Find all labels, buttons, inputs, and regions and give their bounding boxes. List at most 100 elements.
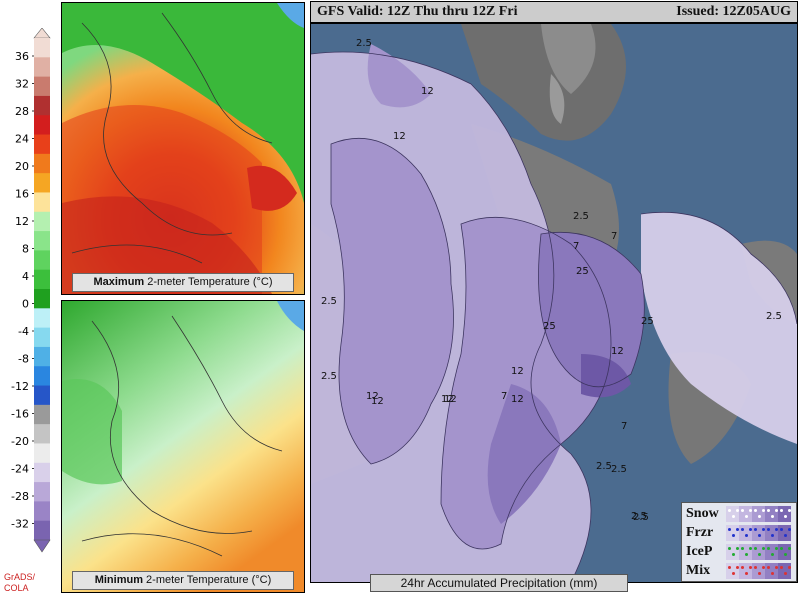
contour-label: 25 [641, 316, 654, 327]
colorbar-swatch [34, 327, 50, 348]
colorbar-swatch [34, 57, 50, 78]
contour-label: 2.5 [573, 211, 589, 222]
colorbar-ticks: 36 32 28 24 20 16 12 8 4 0 -4 -8 -12 -16 -20 -24 -28 -32 [11, 50, 34, 531]
colorbar-swatch [34, 269, 50, 290]
contour-label: 12 [511, 366, 524, 377]
credit-line-2: COLA [4, 583, 29, 593]
contour-label: 2.5 [633, 512, 649, 523]
max-panel-label: Maximum 2-meter Temperature (°C) [72, 273, 294, 292]
contour-label: 2.5 [596, 461, 612, 472]
colorbar-tick-label: -20 [11, 435, 29, 448]
ptype-label-mix: Mix [686, 563, 711, 578]
contour-label: 12 [421, 86, 434, 97]
max-temperature-panel: Maximum 2-meter Temperature (°C) [61, 2, 305, 295]
colorbar-tick-label: -16 [11, 408, 29, 421]
colorbar-tick-label: 20 [15, 160, 29, 173]
ptype-swatch-icep [726, 543, 792, 561]
contour-label: 7 [621, 421, 627, 432]
contour-label: 2.5 [766, 311, 782, 322]
colorbar-tick-label: 24 [15, 133, 29, 146]
contour-label: 25 [576, 266, 589, 277]
colorbar-swatch [34, 385, 50, 406]
contour-label: 2.5 [631, 511, 647, 522]
colorbar-bottom-arrow [33, 539, 51, 553]
contour-label: 2.5 [321, 371, 337, 382]
min-temperature-map [62, 301, 304, 592]
colorbar-swatch [34, 211, 50, 232]
max-temperature-map [62, 3, 304, 294]
colorbar-swatch [34, 153, 50, 174]
colorbar-swatch [34, 346, 50, 367]
ptype-swatch-mix [726, 562, 792, 580]
credit-line-1: GrADS/ [4, 572, 36, 582]
contour-label: 7 [501, 391, 507, 402]
colorbar-tick-label: -28 [11, 490, 29, 503]
colorbar-tick-label: 12 [15, 215, 29, 228]
colorbar-swatch [34, 482, 50, 502]
colorbar-tick-label: -4 [18, 325, 29, 338]
valid-time-text: GFS Valid: 12Z Thu thru 12Z Fri [317, 4, 518, 19]
colorbar-swatch [34, 95, 50, 116]
min-temperature-panel: Minimum 2-meter Temperature (°C) [61, 300, 305, 593]
colorbar-swatch [34, 443, 50, 464]
colorbar-tick-label: 36 [15, 50, 29, 63]
issued-time-text: Issued: 12Z05AUG [676, 4, 791, 19]
contour-label: 7 [573, 241, 579, 252]
colorbar-tick-label: 0 [22, 298, 29, 311]
map-header: GFS Valid: 12Z Thu thru 12Z Fri Issued: … [310, 1, 798, 23]
colorbar-swatch [34, 250, 50, 271]
contour-label: 12 [611, 346, 624, 357]
colorbar-swatch [34, 173, 50, 193]
contour-label: 2.5 [321, 296, 337, 307]
max-label-rest: 2-meter Temperature (°C) [144, 276, 273, 288]
colorbar-tick-label: 16 [15, 188, 29, 201]
colorbar-tick-label: 8 [22, 243, 29, 256]
colorbar-swatch [34, 134, 50, 155]
colorbar-swatch [34, 192, 50, 213]
colorbar-tick-label: -32 [11, 518, 29, 531]
colorbar-swatch [34, 231, 50, 251]
colorbar-swatch [34, 38, 50, 58]
ptype-swatch-snow [726, 505, 792, 523]
colorbar-swatch [34, 404, 50, 425]
ptype-swatch-frzr [726, 524, 792, 542]
contour-label: 2.5 [611, 464, 627, 475]
colorbar-swatch [34, 501, 50, 522]
colorbar-tick-label: -8 [18, 353, 29, 366]
ptype-label-icep: IceP [686, 544, 713, 559]
contour-label: 12 [511, 394, 524, 405]
colorbar-swatch [34, 462, 50, 483]
grads-credit: GrADS/ COLA [4, 572, 54, 594]
colorbar-top-arrow [33, 28, 51, 39]
colorbar-swatch [34, 289, 50, 309]
contour-label: 7 [611, 231, 617, 242]
colorbar-tick-label: 32 [15, 78, 29, 91]
contour-label: 12 [441, 394, 454, 405]
contour-label: 25 [543, 321, 556, 332]
colorbar-tick-label: -24 [11, 463, 29, 476]
colorbar-swatch [34, 115, 50, 136]
colorbar-tick-label: 4 [22, 270, 29, 283]
colorbar-tick-label: 28 [15, 105, 29, 118]
contour-label: 12 [393, 131, 406, 142]
contour-label: 12 [371, 396, 384, 407]
colorbar-swatch [34, 308, 50, 329]
colorbar-swatch [34, 366, 50, 387]
precipitation-map: 2.5 12 12 2.5 7 7 2.5 12 25 25 12 12 7 12 2.5 2.5 7 12 12 2… [310, 23, 798, 583]
max-label-bold: Maximum [93, 276, 145, 288]
colorbar-swatch [34, 424, 50, 444]
contour-label: 12 [444, 394, 457, 405]
ptype-label-snow: Snow [686, 506, 719, 521]
ptype-label-frzr: Frzr [686, 525, 714, 540]
precip-type-legend: Snow Frzr IceP Mix [681, 502, 797, 582]
min-panel-label: Minimum 2-meter Temperature (°C) [72, 571, 294, 590]
colorbar-swatch [34, 520, 50, 541]
min-label-bold: Minimum [94, 574, 143, 586]
precip-panel-label: 24hr Accumulated Precipitation (mm) [370, 574, 628, 592]
colorbar-tick-label: -12 [11, 380, 29, 393]
contour-label: 12 [366, 391, 379, 402]
temperature-colorbar: 36 32 28 24 20 16 12 8 4 0 -4 -8 -12 -16 -20 -24 -28 -32 [11, 28, 51, 553]
colorbar-swatches [33, 28, 51, 553]
contour-label: 2.5 [356, 38, 372, 49]
